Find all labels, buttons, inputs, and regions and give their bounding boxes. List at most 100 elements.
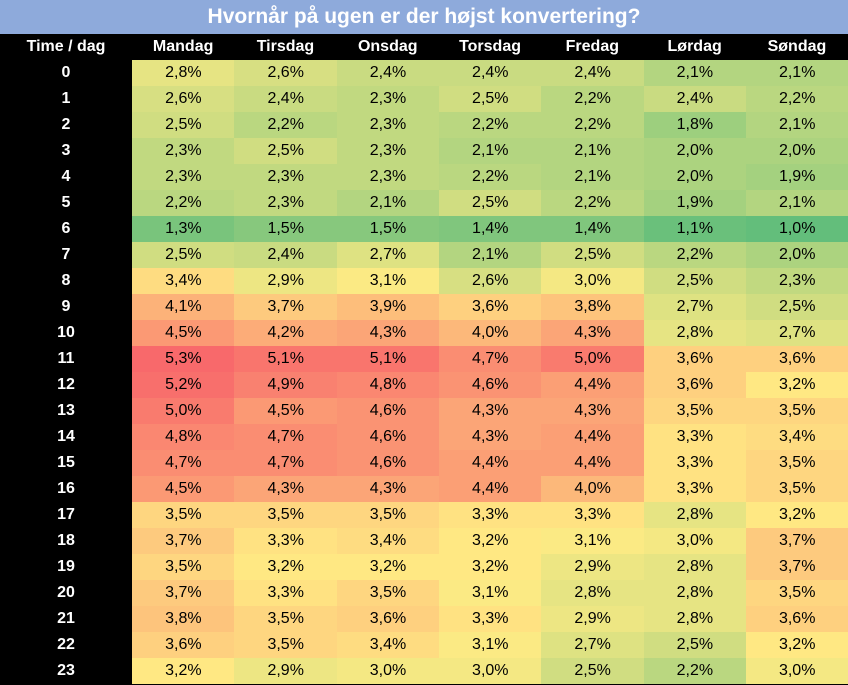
- heatmap-cell: 5,1%: [234, 346, 338, 372]
- heatmap-cell: 3,5%: [132, 554, 235, 580]
- heatmap-cell: 3,8%: [541, 294, 644, 320]
- heatmap-cell: 2,8%: [643, 580, 747, 606]
- heatmap-cell: 3,6%: [745, 606, 848, 632]
- heatmap-cell: 2,7%: [541, 632, 644, 658]
- heatmap-cell: 3,5%: [132, 502, 235, 528]
- heatmap-cell: 3,5%: [336, 580, 440, 606]
- heatmap-cell: 3,5%: [643, 398, 747, 424]
- heatmap-cell: 2,9%: [541, 606, 644, 632]
- heatmap-cell: 4,5%: [132, 476, 235, 502]
- heatmap-cell: 2,2%: [541, 112, 644, 138]
- heatmap-cell: 4,5%: [132, 320, 235, 346]
- heatmap-cell: 2,9%: [234, 658, 338, 684]
- heatmap-cell: 3,4%: [132, 268, 235, 294]
- heatmap-cell: 2,4%: [643, 86, 747, 112]
- heatmap-cell: 3,7%: [745, 554, 848, 580]
- row-label: 21: [0, 606, 132, 632]
- heatmap-cell: 2,3%: [132, 164, 235, 190]
- row-label: 13: [0, 398, 132, 424]
- heatmap-cell: 4,6%: [336, 450, 440, 476]
- heatmap-cell: 3,2%: [438, 554, 542, 580]
- heatmap-cell: 3,3%: [234, 528, 338, 554]
- heatmap-cell: 4,4%: [438, 476, 542, 502]
- heatmap-cell: 2,1%: [745, 60, 848, 86]
- heatmap-cell: 5,0%: [132, 398, 235, 424]
- row-label: 5: [0, 190, 132, 216]
- heatmap-cell: 2,1%: [336, 190, 440, 216]
- heatmap-cell: 2,5%: [438, 86, 542, 112]
- heatmap-cell: 4,4%: [541, 372, 644, 398]
- heatmap-cell: 2,4%: [336, 60, 440, 86]
- heatmap-cell: 2,1%: [745, 112, 848, 138]
- heatmap-cell: 3,2%: [745, 502, 848, 528]
- heatmap-cell: 4,6%: [438, 372, 542, 398]
- heatmap-cell: 1,0%: [745, 216, 848, 242]
- heatmap-cell: 1,5%: [336, 216, 440, 242]
- column-header: Fredag: [541, 34, 644, 60]
- row-label: 1: [0, 86, 132, 112]
- heatmap-cell: 2,8%: [643, 320, 747, 346]
- heatmap-cell: 1,9%: [745, 164, 848, 190]
- heatmap-cell: 5,3%: [132, 346, 235, 372]
- heatmap-cell: 4,0%: [438, 320, 542, 346]
- heatmap-cell: 2,5%: [643, 632, 747, 658]
- row-label: 18: [0, 528, 132, 554]
- heatmap-cell: 3,5%: [336, 502, 440, 528]
- heatmap-cell: 2,7%: [336, 242, 440, 268]
- heatmap-cell: 2,5%: [643, 268, 747, 294]
- row-label: 17: [0, 502, 132, 528]
- row-label: 3: [0, 138, 132, 164]
- heatmap-cell: 3,9%: [336, 294, 440, 320]
- heatmap-cell: 2,2%: [438, 112, 542, 138]
- row-label: 20: [0, 580, 132, 606]
- heatmap-cell: 4,8%: [336, 372, 440, 398]
- heatmap-cell: 3,4%: [336, 528, 440, 554]
- heatmap-cell: 3,3%: [541, 502, 644, 528]
- heatmap-cell: 2,9%: [541, 554, 644, 580]
- heatmap-cell: 2,0%: [643, 164, 747, 190]
- heatmap-cell: 3,5%: [234, 606, 338, 632]
- heatmap-cell: 4,3%: [336, 476, 440, 502]
- heatmap-cell: 3,3%: [643, 424, 747, 450]
- heatmap-grid: Time / dag Mandag Tirsdag Onsdag Torsdag Fred…: [0, 34, 848, 685]
- row-label: 22: [0, 632, 132, 658]
- heatmap-cell: 4,7%: [438, 346, 542, 372]
- heatmap-cell: 2,3%: [336, 164, 440, 190]
- heatmap-cell: 3,3%: [643, 476, 747, 502]
- heatmap-cell: 2,7%: [643, 294, 747, 320]
- heatmap-cell: 3,3%: [438, 502, 542, 528]
- heatmap-cell: 2,4%: [541, 60, 644, 86]
- heatmap-cell: 3,7%: [132, 528, 235, 554]
- heatmap-cell: 2,1%: [643, 60, 747, 86]
- heatmap-cell: 2,1%: [745, 190, 848, 216]
- heatmap-cell: 2,3%: [336, 138, 440, 164]
- heatmap-cell: 5,1%: [336, 346, 440, 372]
- heatmap-cell: 2,3%: [234, 190, 338, 216]
- heatmap-cell: 2,3%: [336, 86, 440, 112]
- column-header: Onsdag: [336, 34, 439, 60]
- heatmap-cell: 2,8%: [643, 502, 747, 528]
- heatmap-cell: 3,2%: [234, 554, 338, 580]
- column-header: Søndag: [745, 34, 848, 60]
- heatmap-cell: 2,0%: [745, 138, 848, 164]
- heatmap-cell: 2,3%: [745, 268, 848, 294]
- heatmap-cell: 3,6%: [745, 346, 848, 372]
- heatmap-cell: 2,5%: [132, 112, 235, 138]
- heatmap-cell: 2,6%: [132, 86, 235, 112]
- heatmap-cell: 3,1%: [336, 268, 440, 294]
- heatmap-cell: 3,2%: [336, 554, 440, 580]
- heatmap-cell: 2,5%: [438, 190, 542, 216]
- heatmap-cell: 2,2%: [438, 164, 542, 190]
- heatmap-cell: 3,5%: [234, 632, 338, 658]
- heatmap-cell: 1,9%: [643, 190, 747, 216]
- heatmap-cell: 1,8%: [643, 112, 747, 138]
- row-label: 12: [0, 372, 132, 398]
- heatmap-cell: 3,5%: [745, 580, 848, 606]
- heatmap-cell: 3,5%: [745, 450, 848, 476]
- heatmap-cell: 4,4%: [541, 450, 644, 476]
- heatmap-cell: 3,0%: [438, 658, 542, 684]
- heatmap-cell: 3,3%: [438, 606, 542, 632]
- heatmap-cell: 4,3%: [438, 424, 542, 450]
- heatmap-cell: 2,4%: [234, 86, 338, 112]
- heatmap-cell: 2,5%: [234, 138, 338, 164]
